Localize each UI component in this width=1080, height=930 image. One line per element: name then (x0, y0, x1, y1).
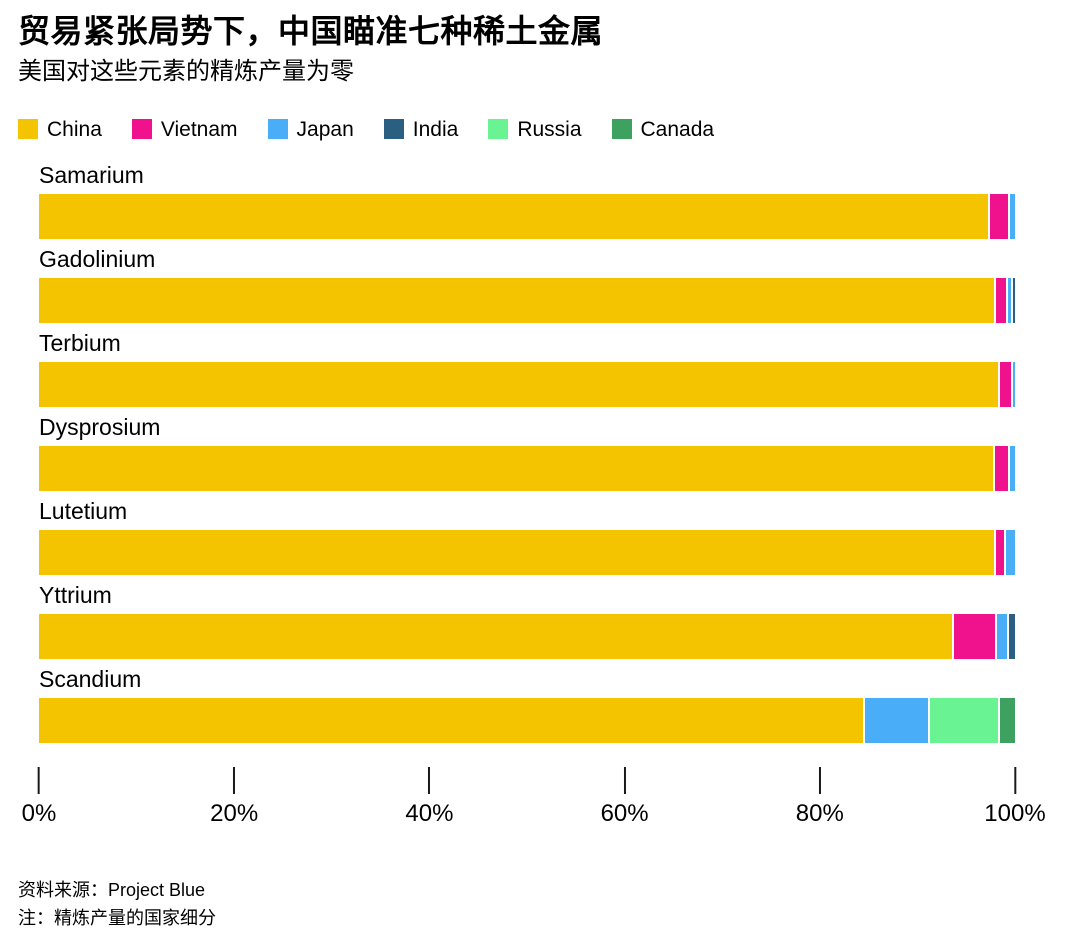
legend-label: Japan (296, 117, 354, 141)
bar-segment-vietnam (989, 194, 1009, 240)
legend-swatch-icon (131, 119, 152, 140)
stacked-bar (39, 194, 1015, 240)
bar-segment-japan (1013, 362, 1015, 408)
stacked-bar (39, 278, 1015, 324)
legend-item-china: China (18, 119, 102, 140)
legend-swatch-icon (18, 119, 38, 140)
bar-row: Scandium (39, 665, 1015, 744)
bar-segment-china (39, 530, 994, 576)
legend-label: India (412, 117, 459, 141)
legend-label: Canada (640, 117, 715, 141)
chart-subtitle: 美国对这些元素的精炼产量为零 (18, 58, 354, 86)
tick-label: 40% (405, 800, 454, 828)
bar-segment-china (39, 446, 993, 492)
legend-label: Vietnam (160, 117, 238, 141)
bar-segment-japan (1010, 194, 1015, 240)
legend-item-russia: Russia (488, 117, 582, 141)
legend-swatch-icon (383, 119, 404, 140)
chart-footer: 资料来源：Project Blue 注：精炼产量的国家细分 (18, 877, 1062, 930)
bar-segment-india (1009, 614, 1015, 660)
bar-label: Dysprosium (39, 414, 161, 441)
tick-label: 80% (795, 800, 844, 828)
bar-segment-japan (1010, 446, 1015, 492)
tick-label: 20% (210, 800, 259, 828)
chart-title: 贸易紧张局势下，中国瞄准七种稀土金属 (18, 13, 604, 49)
legend-swatch-icon (611, 119, 632, 140)
axis-tick: 0% (21, 767, 57, 829)
methodology-note: 注：精炼产量的国家细分 (18, 908, 216, 929)
bar-segment-vietnam (1000, 362, 1012, 408)
bar-label: Samarium (39, 162, 144, 189)
legend-item-vietnam: Vietnam (131, 117, 238, 141)
tick-mark (818, 767, 821, 795)
axis-tick: 100% (984, 767, 1046, 829)
stacked-bar (39, 530, 1015, 576)
bar-segment-canada (1000, 698, 1015, 744)
source-note: 资料来源：Project Blue (18, 880, 206, 901)
bar-segment-china (39, 614, 952, 660)
legend-label: Russia (517, 117, 582, 141)
tick-label: 0% (21, 800, 57, 828)
bar-segment-vietnam (996, 278, 1007, 324)
bar-segment-india (1013, 278, 1015, 324)
bar-segment-vietnam (994, 446, 1009, 492)
legend-item-japan: Japan (267, 117, 354, 141)
tick-mark (233, 767, 236, 795)
bar-label: Scandium (39, 666, 142, 693)
legend-item-india: India (383, 117, 459, 141)
bar-row: Lutetium (39, 497, 1015, 576)
bar-row: Terbium (39, 329, 1015, 408)
legend-swatch-icon (488, 119, 509, 140)
axis-tick: 40% (405, 767, 453, 829)
bar-segment-japan (997, 614, 1008, 660)
bar-row: Samarium (39, 161, 1015, 240)
bar-segment-russia (929, 698, 999, 744)
legend: China Vietnam Japan India Russia Canada (18, 117, 1062, 141)
bar-segment-china (39, 194, 988, 240)
x-axis: 0% 20% 40% 60% 80% 100% (22, 767, 1046, 837)
bar-segment-china (39, 362, 999, 408)
bar-segment-vietnam (953, 614, 996, 660)
legend-swatch-icon (267, 119, 288, 140)
tick-mark (1013, 767, 1016, 795)
bar-label: Yttrium (39, 582, 112, 609)
bar-segment-japan (1008, 278, 1012, 324)
tick-mark (428, 767, 431, 795)
bar-row: Gadolinium (39, 245, 1015, 324)
tick-label: 100% (984, 800, 1046, 828)
bar-segment-china (39, 278, 995, 324)
bar-segment-vietnam (995, 530, 1005, 576)
stacked-bar-chart: Samarium Gadolinium Terbium Dysprosium Lutet… (39, 161, 1015, 744)
bar-row: Yttrium (39, 581, 1015, 660)
axis-tick: 80% (796, 767, 844, 829)
bar-row: Dysprosium (39, 413, 1015, 492)
tick-label: 60% (600, 800, 649, 828)
bar-label: Terbium (39, 330, 121, 357)
bar-label: Gadolinium (39, 246, 156, 273)
axis-tick: 20% (210, 767, 258, 829)
tick-mark (38, 767, 40, 795)
stacked-bar (39, 698, 1015, 744)
stacked-bar (39, 614, 1015, 660)
stacked-bar (39, 446, 1015, 492)
axis-tick: 60% (601, 767, 649, 829)
legend-item-canada: Canada (611, 117, 715, 141)
legend-label: China (47, 117, 102, 141)
bar-segment-japan (864, 698, 928, 744)
stacked-bar (39, 362, 1015, 408)
bar-segment-china (39, 698, 863, 744)
bar-segment-japan (1006, 530, 1015, 576)
tick-mark (623, 767, 626, 795)
bar-label: Lutetium (39, 498, 128, 525)
